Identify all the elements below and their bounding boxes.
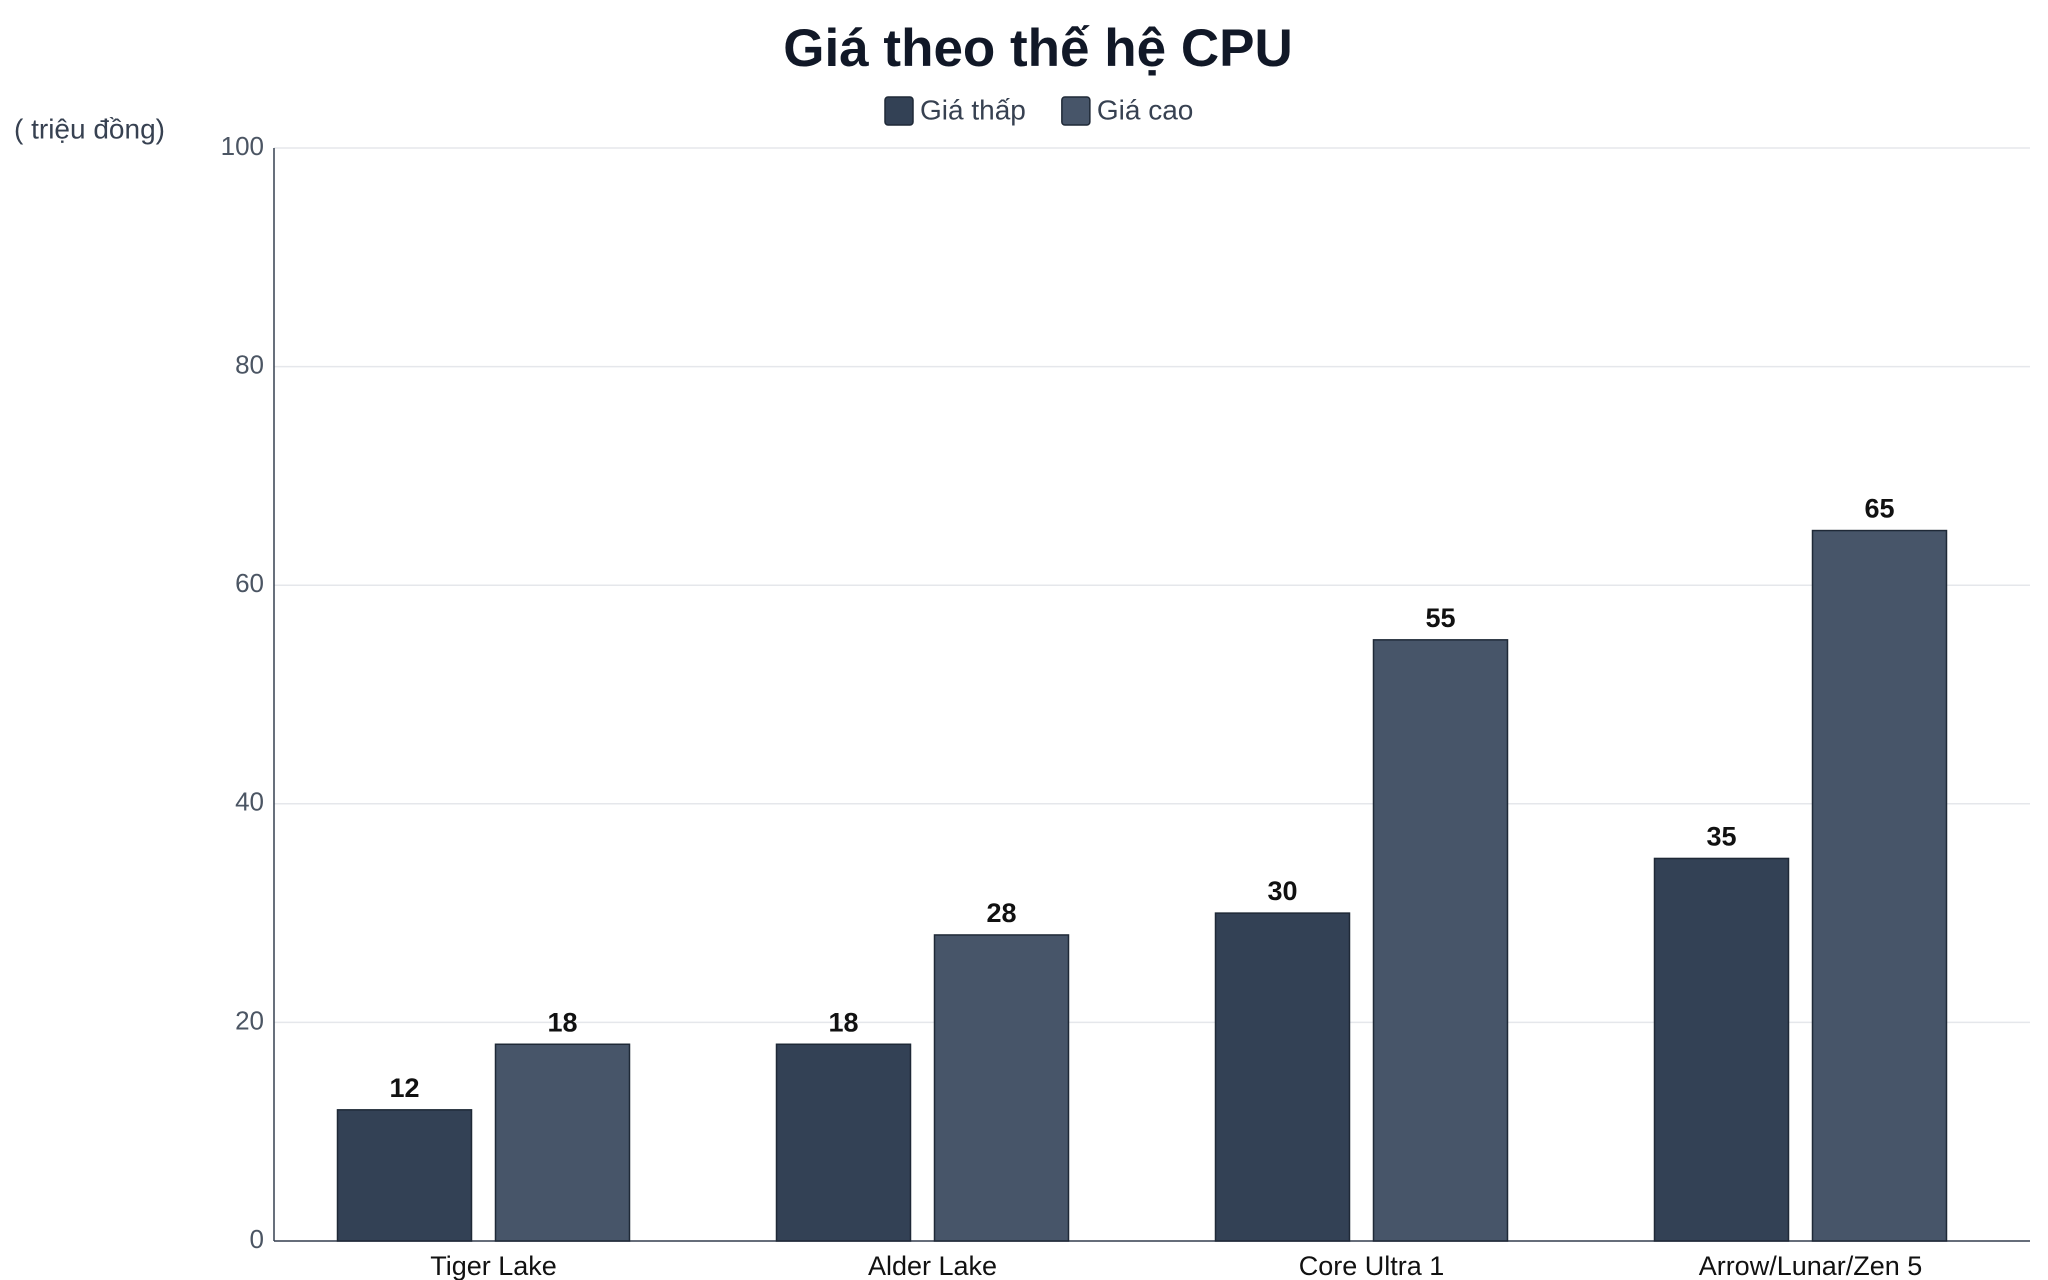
y-axis-label: ( triệu đồng) (14, 113, 165, 144)
legend-swatch (1061, 96, 1091, 126)
y-tick-label: 100 (221, 131, 264, 161)
value-label: 65 (1864, 494, 1894, 524)
legend-label: Giá cao (1097, 94, 1194, 125)
value-label: 35 (1706, 822, 1736, 852)
value-label: 30 (1267, 876, 1297, 906)
y-tick-label: 60 (235, 568, 264, 598)
x-tick-label: Core Ultra 1 (1299, 1251, 1445, 1280)
value-label: 18 (547, 1007, 577, 1037)
value-label: 18 (828, 1007, 858, 1037)
legend-label: Giá thấp (920, 94, 1026, 125)
bar (1811, 529, 1948, 1242)
bar (1372, 639, 1509, 1242)
y-tick-label: 20 (235, 1005, 264, 1035)
value-label: 55 (1425, 603, 1455, 633)
y-tick-label: 0 (250, 1224, 264, 1254)
x-tick-label: Alder Lake (868, 1251, 997, 1280)
y-tick-label: 40 (235, 787, 264, 817)
bar (336, 1109, 473, 1242)
value-label: 12 (389, 1073, 419, 1103)
bar (775, 1043, 912, 1242)
bar (494, 1043, 631, 1242)
bar (933, 934, 1070, 1242)
bar (1653, 857, 1790, 1242)
x-tick-label: Arrow/Lunar/Zen 5 (1699, 1251, 1923, 1280)
chart-title: Giá theo thế hệ CPU (783, 19, 1292, 78)
value-label: 28 (986, 898, 1016, 928)
legend-swatch (884, 96, 914, 126)
y-tick-label: 80 (235, 349, 264, 379)
bar (1214, 912, 1351, 1242)
x-tick-label: Tiger Lake (430, 1251, 557, 1280)
